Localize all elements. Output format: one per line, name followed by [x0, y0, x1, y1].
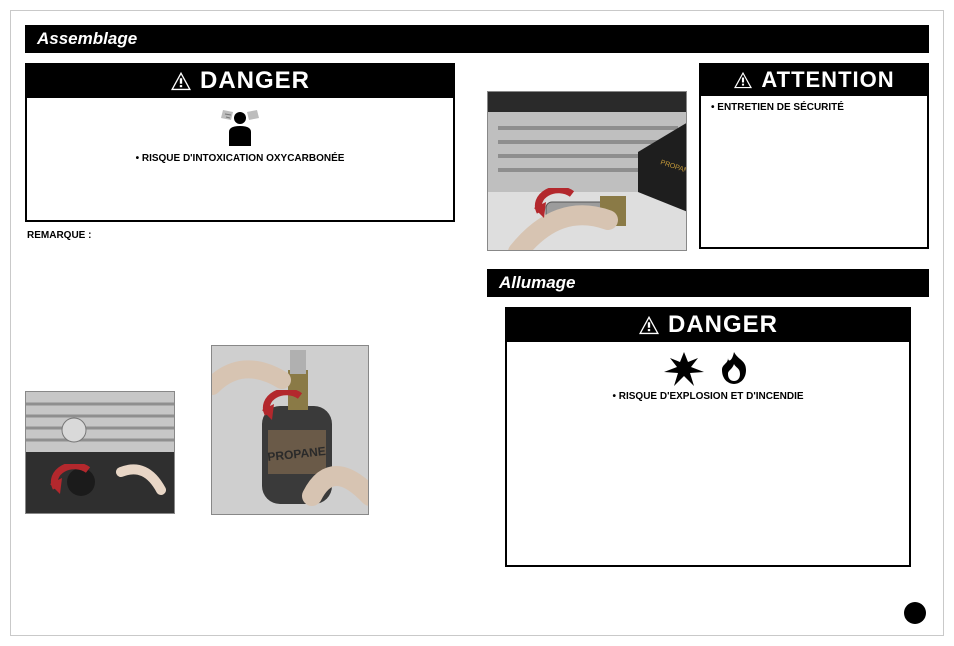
photo-propane-attach: PROPANE — [211, 345, 369, 515]
photo-regulator-connect: PROPANE — [487, 91, 687, 251]
photo-illustration: PROPANE — [212, 346, 369, 515]
red-curved-arrow-icon — [532, 188, 576, 222]
page-border — [10, 10, 944, 636]
red-curved-arrow-icon — [48, 464, 92, 498]
page-number-dot — [904, 602, 926, 624]
photo-illustration: PROPANE — [488, 92, 687, 251]
photo-stove-knob — [25, 391, 175, 514]
red-curved-arrow-icon — [260, 390, 304, 424]
